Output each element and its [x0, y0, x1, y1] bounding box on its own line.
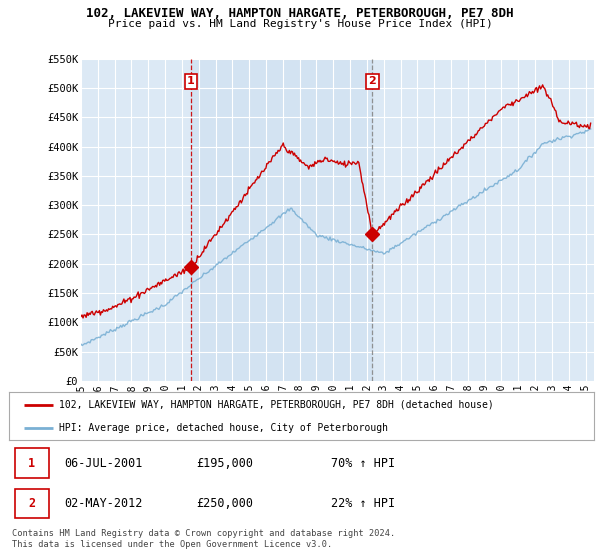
FancyBboxPatch shape — [15, 449, 49, 478]
Text: 1: 1 — [28, 456, 35, 470]
Text: 22% ↑ HPI: 22% ↑ HPI — [331, 497, 395, 510]
Text: HPI: Average price, detached house, City of Peterborough: HPI: Average price, detached house, City… — [59, 423, 388, 433]
Text: £195,000: £195,000 — [196, 456, 253, 470]
Text: Contains HM Land Registry data © Crown copyright and database right 2024.
This d: Contains HM Land Registry data © Crown c… — [12, 529, 395, 549]
Text: £250,000: £250,000 — [196, 497, 253, 510]
Text: 02-MAY-2012: 02-MAY-2012 — [65, 497, 143, 510]
Text: 2: 2 — [28, 497, 35, 510]
Bar — [191, 59, 373, 381]
Text: 2: 2 — [368, 76, 376, 86]
Text: 70% ↑ HPI: 70% ↑ HPI — [331, 456, 395, 470]
FancyBboxPatch shape — [15, 489, 49, 519]
Text: 06-JUL-2001: 06-JUL-2001 — [65, 456, 143, 470]
Text: Price paid vs. HM Land Registry's House Price Index (HPI): Price paid vs. HM Land Registry's House … — [107, 19, 493, 29]
Text: 102, LAKEVIEW WAY, HAMPTON HARGATE, PETERBOROUGH, PE7 8DH: 102, LAKEVIEW WAY, HAMPTON HARGATE, PETE… — [86, 7, 514, 20]
Text: 102, LAKEVIEW WAY, HAMPTON HARGATE, PETERBOROUGH, PE7 8DH (detached house): 102, LAKEVIEW WAY, HAMPTON HARGATE, PETE… — [59, 400, 493, 410]
Text: 1: 1 — [187, 76, 195, 86]
